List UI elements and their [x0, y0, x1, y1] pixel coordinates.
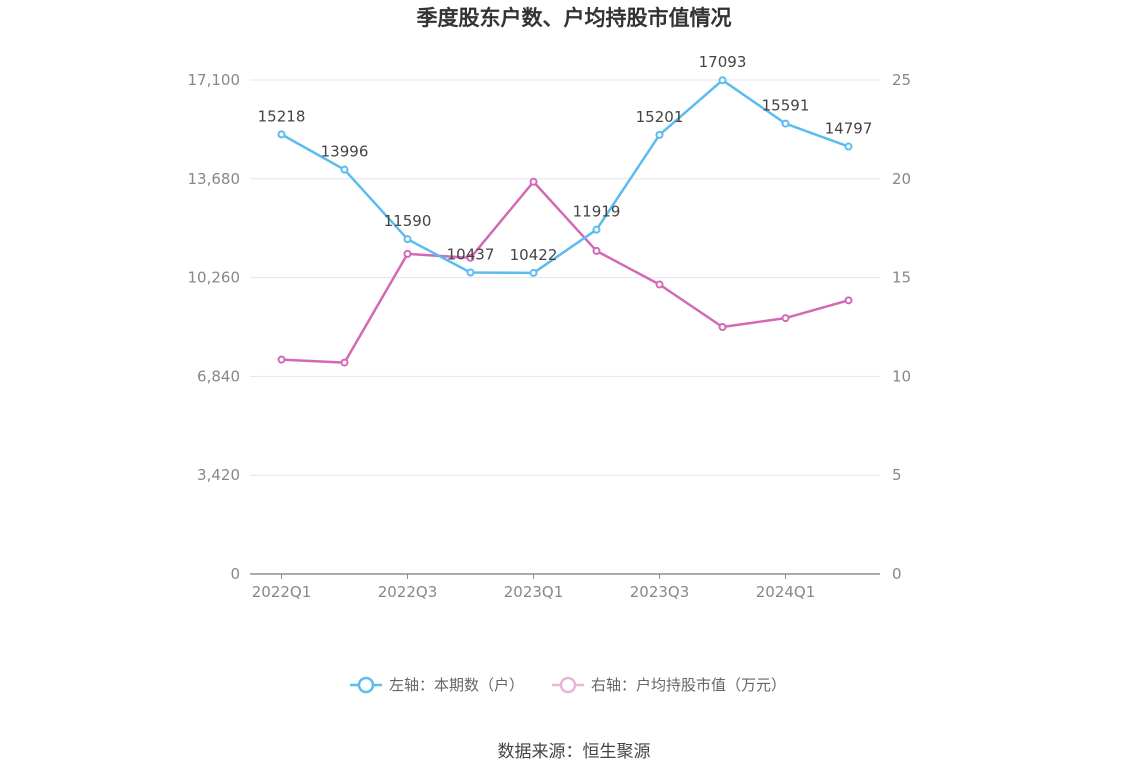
left-tick-label: 6,840: [197, 367, 240, 385]
data-point[interactable]: [403, 235, 412, 244]
left-tick-label: 3,420: [197, 466, 240, 484]
data-label: 15591: [762, 97, 810, 115]
series-households: [277, 76, 853, 277]
left-axis: 0 3,420 6,840 10,260 13,680 17,100: [188, 71, 241, 583]
data-labels: 15218 13996 11590 10437 10422 11919 15201 17093…: [258, 53, 873, 264]
x-tick-label: 2023Q3: [630, 583, 690, 601]
legend-label: 左轴：本期数（户）: [389, 676, 524, 694]
series-line: [280, 78, 849, 275]
series-avg-holding-value: [277, 177, 853, 367]
x-axis: 2022Q1 2022Q3 2023Q1 2023Q3 2024Q1: [250, 573, 880, 601]
legend-label: 右轴：户均持股市值（万元）: [591, 676, 786, 694]
data-point[interactable]: [403, 249, 412, 258]
right-tick-label: 20: [892, 170, 911, 188]
data-label: 15201: [636, 108, 684, 126]
x-tick-label: 2024Q1: [756, 583, 816, 601]
data-point[interactable]: [718, 323, 727, 331]
left-tick-label: 13,680: [188, 170, 241, 188]
data-point[interactable]: [529, 177, 538, 186]
data-source: 数据来源：恒生聚源: [498, 742, 651, 762]
legend-item[interactable]: 右轴：户均持股市值（万元）: [552, 676, 786, 694]
data-point[interactable]: [718, 76, 727, 85]
x-tick-label: 2022Q1: [252, 583, 312, 601]
data-label: 11590: [384, 212, 432, 230]
left-tick-label: 17,100: [188, 71, 241, 89]
right-tick-label: 15: [892, 269, 911, 287]
legend[interactable]: 左轴：本期数（户） 右轴：户均持股市值（万元）: [350, 676, 786, 694]
legend-item[interactable]: 左轴：本期数（户）: [350, 676, 524, 694]
data-label: 10422: [510, 246, 558, 264]
data-point[interactable]: [655, 280, 664, 289]
legend-marker-icon: [357, 676, 375, 694]
data-label: 11919: [573, 203, 621, 221]
data-point[interactable]: [277, 130, 286, 139]
right-tick-label: 25: [892, 71, 911, 89]
left-tick-label: 10,260: [188, 269, 241, 287]
series-line: [281, 180, 849, 364]
data-point[interactable]: [340, 165, 349, 174]
data-point[interactable]: [466, 253, 475, 262]
right-tick-label: 0: [892, 565, 902, 583]
data-point[interactable]: [844, 142, 853, 151]
data-point[interactable]: [592, 225, 601, 234]
data-point[interactable]: [844, 296, 853, 305]
data-point[interactable]: [340, 358, 349, 367]
data-point[interactable]: [277, 355, 286, 364]
x-tick-label: 2023Q1: [504, 583, 564, 601]
right-tick-label: 5: [892, 466, 902, 484]
data-label: 14797: [825, 120, 873, 138]
left-tick-label: 0: [230, 565, 240, 583]
right-axis: 0 5 10 15 20 25: [892, 71, 911, 583]
right-tick-label: 10: [892, 367, 911, 385]
data-point[interactable]: [781, 314, 790, 323]
data-point[interactable]: [592, 246, 601, 255]
data-point[interactable]: [529, 268, 538, 277]
data-point[interactable]: [655, 130, 664, 139]
data-label: 15218: [258, 107, 306, 125]
data-label: 13996: [321, 143, 369, 161]
x-tick-label: 2022Q3: [378, 583, 438, 601]
chart-title: 季度股东户数、户均持股市值情况: [417, 6, 732, 30]
data-point[interactable]: [466, 268, 475, 277]
data-label: 17093: [699, 53, 747, 71]
gridlines: [250, 79, 880, 476]
series-lines: 15218 13996 11590 10437 10422 11919 15201 17093…: [258, 53, 873, 367]
data-label: 10437: [447, 245, 495, 263]
legend-marker-icon: [559, 676, 577, 694]
data-point[interactable]: [781, 119, 790, 128]
